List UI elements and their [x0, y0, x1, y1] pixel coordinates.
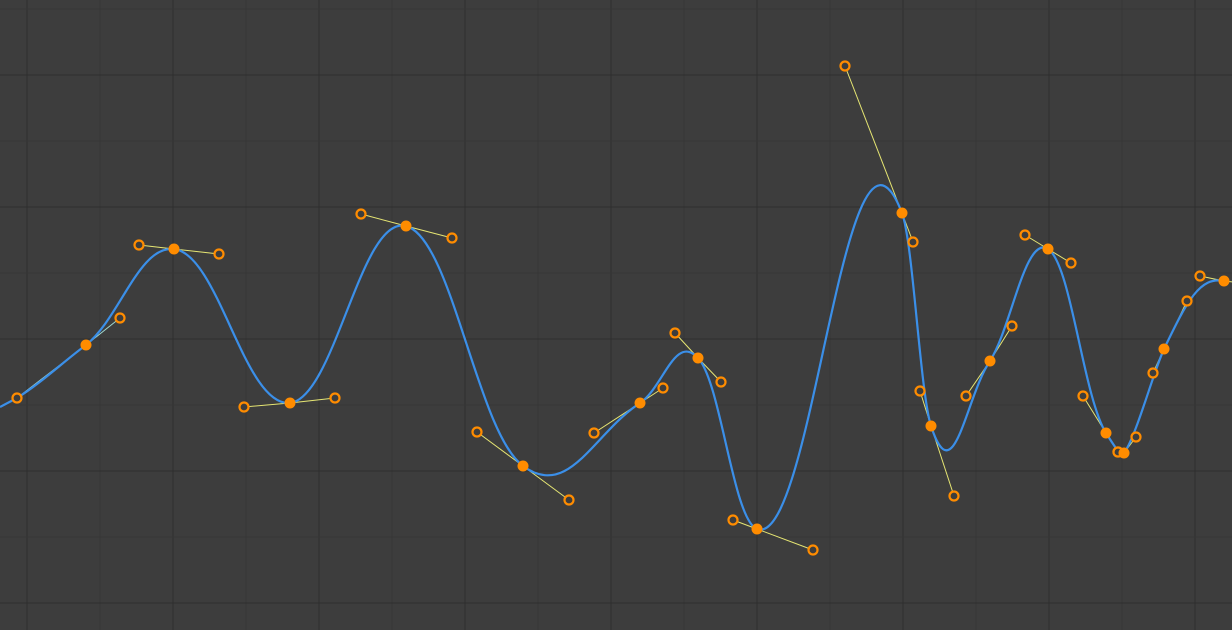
- handle-point[interactable]: [133, 239, 145, 251]
- handle-line: [476, 431, 524, 467]
- keyframe-point[interactable]: [168, 243, 180, 255]
- keyframe-point[interactable]: [1158, 343, 1170, 355]
- handle-point[interactable]: [1147, 367, 1159, 379]
- keyframe-point[interactable]: [692, 352, 704, 364]
- handle-point[interactable]: [1194, 270, 1206, 282]
- handle-point[interactable]: [839, 60, 851, 72]
- handle-point[interactable]: [715, 376, 727, 388]
- keyframe-point[interactable]: [984, 355, 996, 367]
- keyframe-point[interactable]: [517, 460, 529, 472]
- handle-point[interactable]: [907, 236, 919, 248]
- keyframe-point[interactable]: [1218, 275, 1230, 287]
- handle-point[interactable]: [114, 312, 126, 324]
- handle-point[interactable]: [669, 327, 681, 339]
- handle-line: [243, 402, 291, 408]
- handle-line: [173, 248, 220, 255]
- handle-line: [405, 225, 453, 239]
- handle-point[interactable]: [238, 401, 250, 413]
- handle-point[interactable]: [213, 248, 225, 260]
- handle-line: [756, 528, 814, 551]
- handle-point[interactable]: [1006, 320, 1018, 332]
- keyframes: [11, 60, 1230, 556]
- handle-point[interactable]: [446, 232, 458, 244]
- handle-point[interactable]: [1077, 390, 1089, 402]
- handle-point[interactable]: [1019, 229, 1031, 241]
- handle-point[interactable]: [11, 392, 23, 404]
- keyframe-point[interactable]: [1118, 447, 1130, 459]
- handle-point[interactable]: [657, 382, 669, 394]
- handle-line: [289, 397, 336, 404]
- handle-line: [360, 213, 407, 227]
- handle-point[interactable]: [355, 208, 367, 220]
- keyframe-point[interactable]: [751, 523, 763, 535]
- handle-point[interactable]: [914, 385, 926, 397]
- handle-point[interactable]: [588, 427, 600, 439]
- keyframe-point[interactable]: [1042, 243, 1054, 255]
- keyframe-point[interactable]: [284, 397, 296, 409]
- handle-point[interactable]: [563, 494, 575, 506]
- handle-line: [844, 65, 903, 214]
- keyframe-point[interactable]: [896, 207, 908, 219]
- handle-point[interactable]: [807, 544, 819, 556]
- handle-point[interactable]: [727, 514, 739, 526]
- handle-point[interactable]: [471, 426, 483, 438]
- keyframe-point[interactable]: [1100, 427, 1112, 439]
- handle-point[interactable]: [948, 490, 960, 502]
- handle-point[interactable]: [1130, 431, 1142, 443]
- handle-point[interactable]: [960, 390, 972, 402]
- keyframe-point[interactable]: [925, 420, 937, 432]
- handle-point[interactable]: [329, 392, 341, 404]
- handle-point[interactable]: [1181, 295, 1193, 307]
- keyframe-point[interactable]: [634, 397, 646, 409]
- handle-point[interactable]: [1065, 257, 1077, 269]
- keyframe-point[interactable]: [400, 220, 412, 232]
- keyframe-point[interactable]: [80, 339, 92, 351]
